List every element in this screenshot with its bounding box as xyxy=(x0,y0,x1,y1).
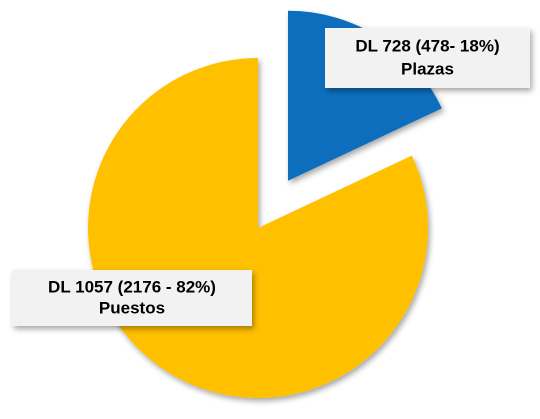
slice-label: DL 728 (478- 18%) xyxy=(355,37,499,56)
slice-note: Puestos xyxy=(99,299,165,318)
label-box xyxy=(12,270,252,326)
slice-note: Plazas xyxy=(401,59,454,78)
slice-label: DL 1057 (2176 - 82%) xyxy=(48,277,216,296)
label-box xyxy=(325,28,530,88)
labels: DL 728 (478- 18%) Plazas DL 1057 (2176 - 8… xyxy=(12,28,530,326)
